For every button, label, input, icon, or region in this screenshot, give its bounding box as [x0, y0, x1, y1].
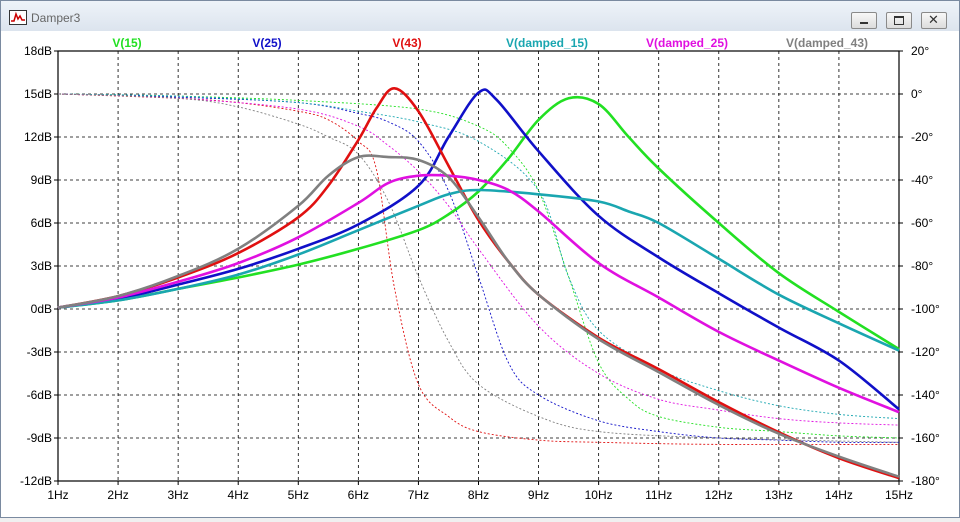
- magnitude-line-series-4: [57, 188, 900, 352]
- magnitude-line-series-2: [57, 88, 900, 411]
- x-tick-label: 6Hz: [348, 488, 369, 502]
- y-right-tick-label: 20°: [911, 44, 929, 58]
- y-left-tick-label: 18dB: [24, 44, 52, 58]
- y-left-tick-label: 12dB: [24, 130, 52, 144]
- minimize-button[interactable]: [851, 12, 877, 29]
- y-left-tick-label: 0dB: [31, 302, 52, 316]
- bode-plot-chart[interactable]: 1Hz 2Hz 3Hz 4Hz 5Hz 6Hz 7Hz 8Hz 9Hz 10Hz 11Hz 12Hz 1…: [1, 31, 959, 517]
- y-right-tick-label: -140°: [911, 388, 940, 402]
- x-tick-label: 4Hz: [228, 488, 249, 502]
- y-right-tick-label: -60°: [911, 216, 933, 230]
- y-right-tick-label: -20°: [911, 130, 933, 144]
- x-tick-label: 8Hz: [468, 488, 489, 502]
- x-tick-label: 1Hz: [47, 488, 68, 502]
- title-bar[interactable]: Damper3 ✕: [1, 1, 959, 31]
- y-right-tick-label: -80°: [911, 259, 933, 273]
- y-right-tick-label: -180°: [911, 474, 940, 488]
- plot-area[interactable]: 1Hz 2Hz 3Hz 4Hz 5Hz 6Hz 7Hz 8Hz 9Hz 10Hz 11Hz 12Hz 1…: [1, 31, 959, 517]
- legend-entry-series-2: V(25): [252, 36, 281, 50]
- x-tick-label: 5Hz: [288, 488, 309, 502]
- phase-line-series-5: [57, 93, 900, 426]
- y-left-tick-label: 9dB: [31, 173, 52, 187]
- y-right-tick-label: -160°: [911, 431, 940, 445]
- y-right-tick-label: -40°: [911, 173, 933, 187]
- close-button[interactable]: ✕: [921, 12, 947, 29]
- y-right-tick-label: 0°: [911, 87, 923, 101]
- y-left-tick-label: -6dB: [27, 388, 52, 402]
- window-title: Damper3: [31, 11, 81, 25]
- phase-line-series-3: [57, 93, 900, 446]
- y-left-tick-label: 3dB: [31, 259, 52, 273]
- x-tick-label: 15Hz: [885, 488, 913, 502]
- y-left-tick-label: 6dB: [31, 216, 52, 230]
- phase-line-series-4: [57, 93, 900, 420]
- waveform-app-icon: [9, 10, 27, 25]
- magnitude-line-series-5: [57, 173, 900, 414]
- x-tick-label: 3Hz: [167, 488, 188, 502]
- x-tick-label: 2Hz: [107, 488, 128, 502]
- x-tick-label: 10Hz: [585, 488, 613, 502]
- legend-entry-series-4: V(damped_15): [506, 36, 588, 50]
- y-left-tick-label: 15dB: [24, 87, 52, 101]
- y-left-tick-label: -12dB: [20, 474, 52, 488]
- magnitude-line-series-6: [57, 154, 900, 478]
- x-tick-label: 11Hz: [645, 488, 672, 502]
- minimize-icon: [860, 22, 868, 24]
- restore-button[interactable]: [886, 12, 912, 29]
- x-tick-label: 9Hz: [528, 488, 549, 502]
- y-right-tick-label: -100°: [911, 302, 940, 316]
- legend-entry-series-1: V(15): [112, 36, 141, 50]
- y-left-tick-label: -3dB: [27, 345, 52, 359]
- phase-line-series-6: [57, 93, 900, 443]
- x-tick-label: 14Hz: [825, 488, 853, 502]
- phase-line-series-1: [57, 93, 900, 439]
- legend-entry-series-5: V(damped_25): [646, 36, 728, 50]
- magnitude-line-series-3: [57, 87, 900, 480]
- x-tick-label: 7Hz: [408, 488, 429, 502]
- legend-entry-series-3: V(43): [392, 36, 421, 50]
- y-left-tick-label: -9dB: [27, 431, 52, 445]
- close-icon: ✕: [928, 12, 939, 27]
- magnitude-line-series-1: [57, 95, 900, 351]
- legend-entry-series-6: V(damped_43): [786, 36, 868, 50]
- x-tick-label: 13Hz: [765, 488, 793, 502]
- x-tick-label: 12Hz: [705, 488, 733, 502]
- y-right-tick-label: -120°: [911, 345, 940, 359]
- restore-icon: [894, 16, 904, 25]
